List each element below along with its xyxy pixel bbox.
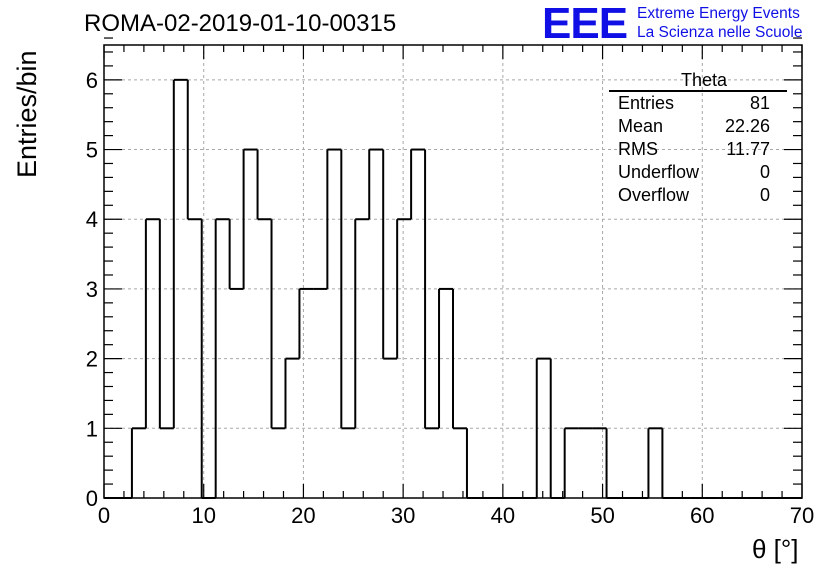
stats-title: Theta <box>609 70 787 92</box>
logo-line-2: La Scienza nelle Scuole <box>637 24 803 41</box>
y-tick-label: 1 <box>86 416 98 441</box>
stats-row: Underflow 0 <box>609 161 779 184</box>
y-axis-ticks: 0 1 2 3 4 5 6 <box>86 37 802 511</box>
plot-frame <box>103 44 803 499</box>
x-tick-label: 50 <box>590 503 614 528</box>
stats-row: Entries 81 <box>609 92 779 115</box>
x-axis-label: θ [°] <box>752 534 799 564</box>
eee-logo: EEE <box>542 0 628 48</box>
stats-value: 0 <box>759 185 770 205</box>
y-axis-label: Entries/bin <box>12 50 42 178</box>
x-tick-label: 0 <box>98 503 110 528</box>
x-tick-label: 60 <box>690 503 714 528</box>
run-title: ROMA-02-2019-01-10-00315 <box>84 10 397 37</box>
y-tick-label: 0 <box>86 486 98 511</box>
stats-key: Entries <box>618 93 675 113</box>
stats-value: 11.77 <box>726 139 770 159</box>
x-tick-label: 40 <box>491 503 515 528</box>
stats-row: RMS 11.77 <box>609 138 779 161</box>
y-tick-label: 4 <box>86 207 98 232</box>
y-tick-label: 2 <box>86 347 98 372</box>
stats-key: RMS <box>618 139 658 159</box>
stats-value: 22.26 <box>724 116 770 136</box>
stats-row: Overflow 0 <box>609 184 779 207</box>
logo-caption: Extreme Energy Events La Scienza nelle S… <box>637 4 802 42</box>
stats-box: Theta Entries 81 Mean 22.26 RMS 11.77 Un… <box>609 70 787 207</box>
x-tick-label: 10 <box>191 503 215 528</box>
stats-value: 81 <box>749 93 770 113</box>
stats-key: Underflow <box>618 162 700 182</box>
x-tick-label: 20 <box>291 503 315 528</box>
stats-value: 0 <box>759 162 770 182</box>
stats-row: Mean 22.26 <box>609 115 779 138</box>
plot-border <box>103 44 803 499</box>
logo-line-1: Extreme Energy Events <box>637 5 800 22</box>
x-axis-ticks: 0 10 20 30 40 50 60 70 <box>98 45 814 528</box>
y-tick-label: 3 <box>86 277 98 302</box>
stats-key: Overflow <box>618 185 690 205</box>
x-tick-label: 30 <box>391 503 415 528</box>
y-tick-label: 6 <box>86 68 98 93</box>
stats-key: Mean <box>618 116 664 136</box>
y-tick-label: 5 <box>86 138 98 163</box>
x-tick-label: 70 <box>790 503 814 528</box>
y-axis-label-wrap: Entries/bin <box>8 50 42 208</box>
